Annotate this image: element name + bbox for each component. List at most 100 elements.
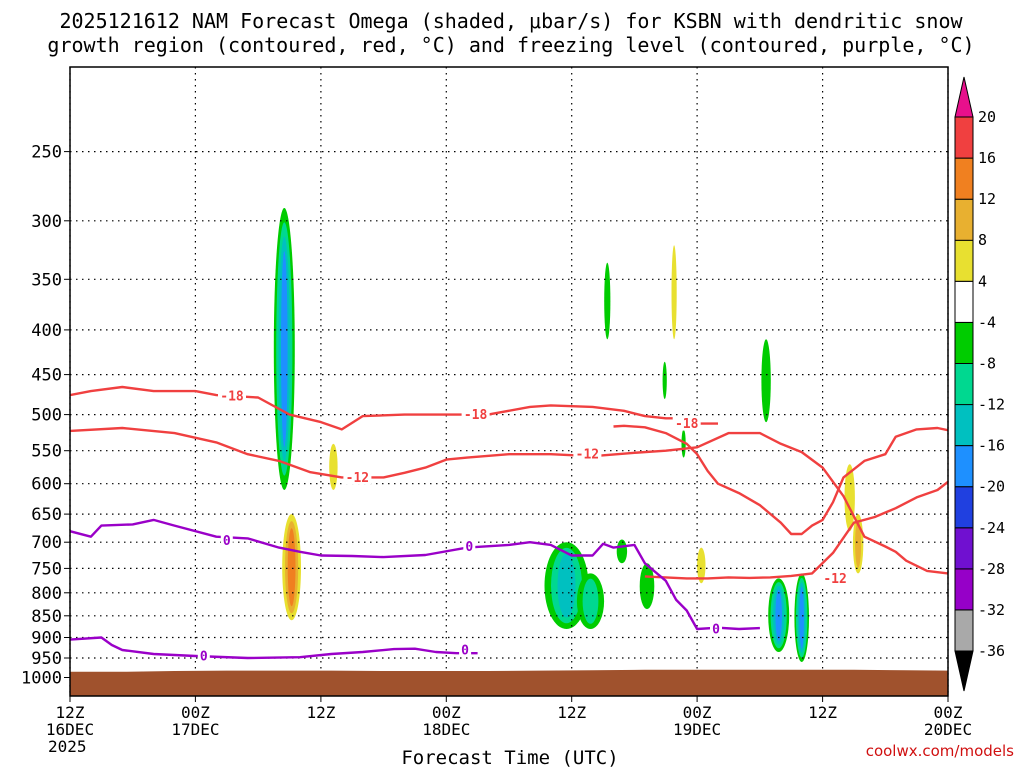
x-tick-label-0-0: 12Z — [56, 703, 85, 722]
contour-label-8: 0 — [712, 623, 720, 638]
colorbar-segment-5 — [954, 445, 974, 488]
omega-region-3-level-0 — [604, 262, 611, 340]
contour-label-2: -18 — [675, 417, 699, 432]
chart-title-line-2: growth region (contoured, red, °C) and f… — [47, 33, 974, 57]
colorbar-segment-6 — [954, 404, 974, 447]
colorbar-segment-7 — [954, 363, 974, 406]
contour-label-bg-9 — [197, 648, 210, 663]
x-tick-label-3-1: 18DEC — [422, 720, 470, 739]
omega-region-7-level-0 — [761, 339, 771, 423]
contour-label-bg-3 — [343, 469, 372, 485]
colorbar-segment-3 — [954, 527, 974, 570]
x-tick-label-0-1: 16DEC — [46, 720, 94, 739]
colorbar-segment-2 — [954, 568, 974, 611]
y-tick-label-450: 450 — [31, 366, 62, 386]
omega-region-10-level-0 — [616, 539, 628, 564]
isotherm-contour-1 — [613, 424, 948, 536]
x-tick-label-7-0: 00Z — [934, 703, 963, 722]
x-tick-label-2-0: 12Z — [306, 703, 335, 722]
x-tick-label-5-1: 19DEC — [673, 720, 721, 739]
colorbar-segment-8 — [954, 321, 974, 364]
colorbar-label-12: -32 — [978, 601, 1005, 619]
colorbar-segment-11 — [954, 198, 974, 241]
colorbar-segment-4 — [954, 486, 974, 529]
omega-region-12-level-0 — [697, 547, 706, 584]
isotherm-contour-2 — [70, 426, 948, 575]
x-tick-label-4-0: 12Z — [557, 703, 586, 722]
colorbar-segment-1 — [954, 609, 974, 652]
contour-label-bg-7 — [463, 538, 476, 554]
x-tick-label-3-0: 00Z — [432, 703, 461, 722]
y-tick-label-750: 750 — [31, 559, 62, 579]
y-tick-label-900: 900 — [31, 629, 62, 649]
contour-label-6: 0 — [223, 534, 231, 549]
colorbar-segment-10 — [954, 239, 974, 282]
x-tick-label-7-1: 20DEC — [924, 720, 972, 739]
contour-label-4: -12 — [576, 448, 599, 463]
colorbar-label-3: 8 — [978, 231, 987, 249]
y-tick-label-800: 800 — [31, 584, 62, 604]
colorbar-label-7: -12 — [978, 396, 1005, 414]
omega-region-9-level-1 — [582, 578, 599, 624]
x-tick-label-0-2: 2025 — [48, 737, 87, 756]
y-tick-label-850: 850 — [31, 607, 62, 627]
y-tick-label-950: 950 — [31, 649, 62, 669]
contour-label-7: 0 — [465, 540, 473, 555]
credit-text: coolwx.com/models — [866, 742, 1014, 760]
contour-label-1: -18 — [464, 408, 488, 423]
omega-region-11-level-0 — [639, 563, 655, 610]
y-tick-label-550: 550 — [31, 442, 62, 462]
contour-label-bg-6 — [220, 532, 233, 548]
x-tick-label-6-0: 12Z — [808, 703, 837, 722]
contour-label-3: -12 — [346, 471, 369, 486]
contour-label-10: 0 — [461, 644, 469, 659]
y-tick-label-500: 500 — [31, 406, 62, 426]
colorbar-segment-13 — [954, 116, 974, 159]
colorbar-label-0: 20 — [978, 108, 996, 126]
omega-region-14-level-3 — [799, 587, 804, 649]
y-tick-label-700: 700 — [31, 533, 62, 553]
freezing-level-contour-0 — [70, 518, 760, 631]
omega-region-16-level-1 — [855, 519, 862, 568]
y-tick-label-300: 300 — [31, 212, 62, 232]
contour-label-5: -12 — [823, 572, 846, 587]
colorbar-segment-0 — [954, 650, 974, 692]
y-tick-label-400: 400 — [31, 321, 62, 341]
chart-title-line-1: 2025121612 NAM Forecast Omega (shaded, μ… — [59, 9, 963, 33]
plot-area — [70, 67, 948, 696]
omega-region-2-level-0 — [329, 443, 338, 490]
contour-label-bg-8 — [710, 621, 722, 636]
omega-region-1-level-2 — [287, 528, 296, 607]
colorbar-label-11: -28 — [978, 560, 1005, 578]
y-tick-label-250: 250 — [31, 143, 62, 163]
colorbar-label-4: 4 — [978, 272, 987, 290]
contour-label-bg-4 — [573, 446, 602, 462]
plot-frame — [69, 66, 949, 697]
isotherm-contour-3 — [644, 480, 948, 580]
colorbar-label-8: -16 — [978, 437, 1005, 455]
x-tick-label-1-1: 17DEC — [171, 720, 219, 739]
x-tick-label-5-0: 00Z — [683, 703, 712, 722]
y-tick-label-650: 650 — [31, 505, 62, 525]
omega-region-4-level-0 — [671, 245, 677, 340]
colorbar-segment-9 — [954, 280, 974, 323]
x-axis-label: Forecast Time (UTC) — [401, 747, 618, 768]
colorbar-segment-14 — [954, 76, 974, 118]
colorbar-label-6: -8 — [978, 355, 996, 373]
colorbar-segment-12 — [954, 157, 974, 200]
colorbar-label-9: -20 — [978, 478, 1005, 496]
contour-label-bg-0 — [218, 387, 246, 403]
contour-label-9: 0 — [200, 650, 208, 665]
y-tick-label-1000: 1000 — [21, 669, 62, 689]
isotherm-contour-0 — [70, 385, 718, 431]
contour-label-bg-5 — [821, 570, 850, 586]
colorbar-label-10: -24 — [978, 519, 1005, 537]
colorbar-label-2: 12 — [978, 190, 996, 208]
colorbar-label-1: 16 — [978, 149, 996, 167]
y-tick-label-600: 600 — [31, 475, 62, 495]
contour-label-bg-10 — [459, 642, 472, 657]
contour-label-0: -18 — [220, 389, 244, 404]
colorbar-label-13: -36 — [978, 642, 1005, 660]
freezing-level-contour-1 — [70, 636, 478, 660]
